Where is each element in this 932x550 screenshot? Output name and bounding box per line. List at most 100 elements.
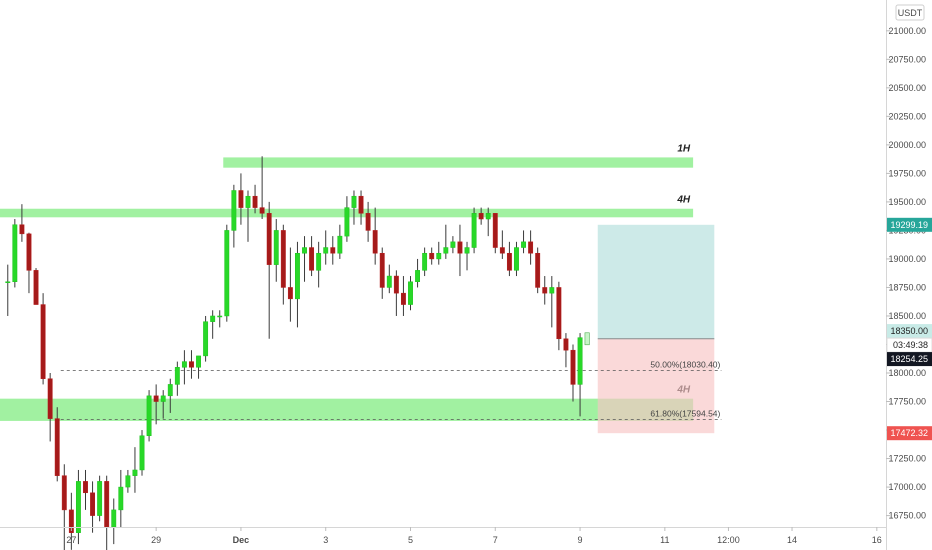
price-badge-label: 18350.00 — [890, 326, 928, 336]
candle — [450, 236, 456, 254]
currency-label: USDT — [898, 8, 923, 18]
candle — [287, 247, 293, 322]
price-badge: 17472.32 — [887, 426, 932, 441]
candle — [273, 219, 279, 282]
candle — [40, 293, 46, 385]
candle — [542, 276, 548, 305]
candle-body-up — [323, 247, 329, 254]
candle — [436, 241, 442, 265]
candle — [174, 361, 180, 396]
candle-body-down — [266, 213, 272, 265]
candle-body-down — [309, 247, 315, 271]
candle-body-up — [422, 252, 428, 271]
price-tick-label: 21000.00 — [888, 26, 926, 36]
candle — [146, 390, 152, 442]
candle-body-up — [97, 481, 103, 516]
candle — [323, 230, 329, 265]
price-tick-label: 20750.00 — [888, 54, 926, 64]
candle — [415, 258, 421, 288]
price-badge-box — [887, 324, 932, 339]
candle-body-down — [189, 361, 194, 368]
time-tick-label: 5 — [408, 535, 413, 545]
candle-body-up — [217, 315, 223, 318]
candle-body-up — [132, 469, 138, 476]
candle-body-down — [535, 252, 541, 288]
price-tick-label: 20250.00 — [888, 111, 926, 121]
candle-body-up — [273, 230, 279, 265]
price-badge-label: 17472.32 — [890, 428, 928, 438]
candle — [266, 201, 272, 339]
zone-label: 4H — [676, 195, 691, 206]
candle — [365, 201, 371, 242]
candle-body-up — [415, 270, 421, 283]
candle — [61, 464, 67, 550]
time-axis-ticks[interactable]: 27 29 Dec 3 5 7 9 11 12:00 14 16 — [66, 527, 882, 545]
candle — [577, 333, 583, 417]
candle-body-up — [160, 395, 166, 402]
candles — [5, 156, 590, 550]
candle-body-down — [104, 481, 110, 528]
candle — [12, 219, 18, 288]
fibonacci-levels: 50.00%(18030.40) 61.80%(17594.54) — [60, 360, 722, 420]
candle-body-down — [90, 492, 95, 516]
price-tick-label: 19500.00 — [888, 197, 926, 207]
price-tick-label: 16750.00 — [888, 511, 926, 521]
time-tick-label: 7 — [493, 535, 498, 545]
candle — [19, 204, 25, 242]
candle — [457, 224, 463, 277]
candle-body-down — [26, 233, 32, 271]
candle — [344, 196, 350, 242]
candle — [118, 469, 124, 527]
candle — [471, 207, 477, 254]
candle — [379, 247, 385, 299]
candle-body-up — [386, 275, 392, 288]
candle — [203, 315, 209, 362]
price-badge-box — [887, 217, 932, 232]
candle-body-down — [330, 247, 336, 254]
candle-body-up — [210, 315, 216, 322]
candle — [54, 407, 60, 482]
candle — [245, 190, 251, 242]
candle-body-up — [450, 241, 456, 248]
stop-loss-zone — [597, 338, 715, 434]
candle — [570, 344, 576, 402]
price-tick-label: 18000.00 — [888, 368, 926, 378]
fib-label: 61.80%(17594.54) — [650, 409, 720, 419]
candle — [393, 270, 399, 316]
candle-body-up — [295, 252, 300, 300]
candle — [316, 241, 322, 288]
candle-body-up — [302, 247, 307, 254]
candle — [535, 247, 541, 294]
candle — [372, 207, 378, 265]
time-tick-label: 29 — [151, 535, 161, 545]
candle — [167, 378, 173, 413]
candle — [528, 230, 534, 265]
price-badge-box — [887, 426, 932, 441]
candle-body-up — [12, 224, 18, 283]
forming-candle — [584, 332, 590, 346]
candle — [549, 276, 555, 328]
price-tick-label: 17000.00 — [888, 482, 926, 492]
time-tick-label: 12:00 — [717, 535, 740, 545]
candle — [26, 232, 32, 294]
candle-body-down — [54, 418, 60, 476]
price-badge-label: 19299.19 — [890, 220, 928, 230]
candle — [485, 207, 491, 237]
candle-body-down — [429, 252, 435, 260]
price-badge-label: 18254.25 — [890, 354, 928, 364]
candle-body-up — [224, 230, 230, 317]
candle-body-down — [47, 378, 53, 419]
candle — [75, 469, 81, 545]
candle — [90, 481, 95, 533]
candle-body-down — [259, 207, 265, 214]
candle-body-up — [125, 475, 131, 488]
candle-body-down — [68, 509, 74, 533]
candle — [83, 469, 88, 510]
currency-box[interactable] — [895, 4, 925, 21]
long-position-tool[interactable] — [597, 224, 715, 434]
candle — [33, 268, 39, 305]
candle-body-down — [400, 292, 406, 305]
candle-body-up — [443, 247, 449, 254]
candle-body-up — [196, 355, 201, 368]
